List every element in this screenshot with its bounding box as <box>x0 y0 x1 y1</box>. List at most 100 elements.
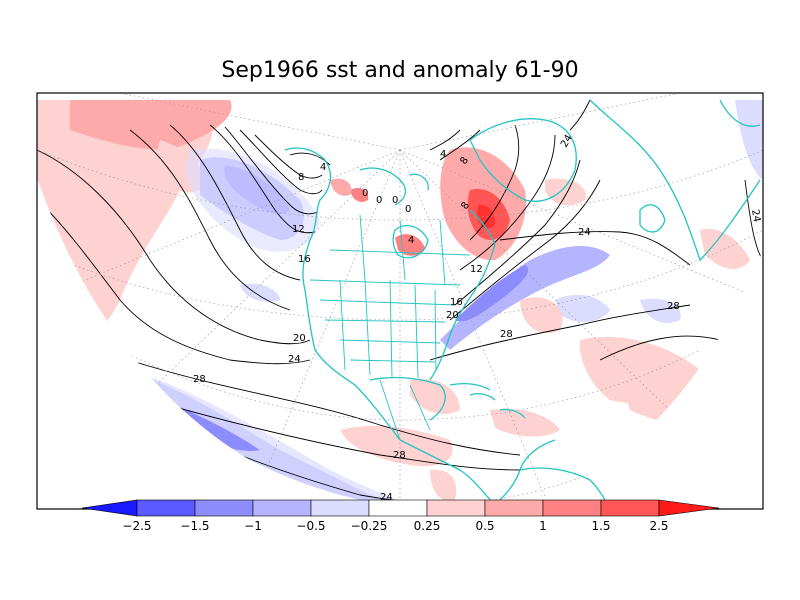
contour-label: 20 <box>446 310 459 321</box>
contour-label: 24 <box>749 209 762 223</box>
contour-atl-12 <box>459 134 556 271</box>
contour-16 <box>169 124 301 281</box>
coastlines <box>284 99 761 509</box>
contour-label: 24 <box>578 227 591 238</box>
colorbar: −2.5 −1.5 −1 −0.5 −0.25 0.25 0.5 1 1.5 2… <box>81 499 720 533</box>
coast-cuba <box>449 383 491 391</box>
colorbar-tick: −0.5 <box>296 519 325 533</box>
coast-arctic-islands-2 <box>409 173 429 191</box>
contour-euro-24 <box>569 99 591 131</box>
anomaly-pos-atlantic-north <box>545 178 586 206</box>
coast-west-canada <box>302 239 316 351</box>
coast-east-us <box>429 289 476 381</box>
colorbar-box <box>542 499 602 517</box>
colorbar-box <box>600 499 660 517</box>
contour-atl-24 <box>499 231 691 266</box>
coast-caribbean <box>469 393 496 401</box>
colorbar-tick: −1 <box>244 519 262 533</box>
contour-label: 0 <box>376 195 382 206</box>
contour-label: 24 <box>288 354 301 365</box>
colorbar-tick: 0.25 <box>414 519 441 533</box>
contour-8 <box>239 129 323 195</box>
contour-label: 16 <box>450 297 463 308</box>
colorbar-tick: 2.5 <box>649 519 668 533</box>
contour-label: 28 <box>393 450 406 461</box>
contour-28-atl-b <box>599 335 721 361</box>
contour-atl-20 <box>449 179 601 321</box>
anomaly-pos-tropics <box>340 425 453 467</box>
anomaly-pos-alaska-coast <box>330 178 352 196</box>
coast-greenland <box>469 118 577 202</box>
colorbar-tick: 1.5 <box>591 519 610 533</box>
colorbar-tick: 0.5 <box>475 519 494 533</box>
colorbar-box <box>484 499 544 517</box>
coast-caribbean-2 <box>499 408 526 419</box>
colorbar-tick: −0.25 <box>351 519 388 533</box>
contour-label: 0 <box>405 204 411 215</box>
contour-label: 4 <box>320 162 326 173</box>
coast-hudson <box>392 225 429 259</box>
anomaly-neg-epac-band-weak <box>110 365 420 509</box>
political-boundaries <box>309 214 471 441</box>
coast-europe <box>589 99 761 262</box>
contour-20 <box>37 149 311 345</box>
coast-alaska <box>284 147 332 241</box>
anomaly-pos-tropics-3 <box>430 469 457 501</box>
coast-arctic-islands <box>359 167 407 206</box>
colorbar-tick: −2.5 <box>122 519 151 533</box>
anomaly-neg-alaska-weak <box>185 148 320 252</box>
contour-label: 0 <box>362 188 368 199</box>
anomaly-pos-atlantic-mid <box>520 297 563 334</box>
colorbar-tick: −1.5 <box>180 519 209 533</box>
contour-label: 16 <box>298 254 311 265</box>
contour-label: 12 <box>292 224 305 235</box>
colorbar-box <box>252 499 312 517</box>
contour-12 <box>209 124 316 234</box>
anomaly-neg-atlantic-east <box>555 294 610 322</box>
graticule <box>37 93 763 509</box>
contour-label: 20 <box>293 333 306 344</box>
colorbar-box <box>136 499 196 517</box>
contour-label: 28 <box>193 374 206 385</box>
contour-atl-16 <box>454 159 581 306</box>
contour-atl-0 <box>429 129 461 151</box>
contour-label: 12 <box>470 264 483 275</box>
colorbar-tick: 1 <box>539 519 547 533</box>
contour-24-pacific <box>37 199 311 365</box>
contour-28-south <box>149 399 521 471</box>
contour-label: 4 <box>440 149 446 160</box>
contour-10 <box>224 126 319 215</box>
anomaly-neg-norway <box>735 100 763 180</box>
anomaly-neg-epac-west <box>240 283 280 302</box>
contour-label: 8 <box>298 172 304 183</box>
contour-atl-28 <box>429 304 691 361</box>
coast-canada-east <box>469 209 496 291</box>
colorbar-box <box>426 499 486 517</box>
anomaly-pos-greenland <box>350 188 369 202</box>
contour-atl-8 <box>469 124 520 241</box>
contour-label: 4 <box>408 235 414 246</box>
contour-labels: 4 8 12 16 20 24 28 28 28 24 24 24 0 0 0 … <box>193 133 762 503</box>
colorbar-box <box>310 499 370 517</box>
colorbar-box <box>194 499 254 517</box>
coast-uk <box>639 204 666 233</box>
contour-6 <box>254 134 323 179</box>
anomaly-pos-pacific-north <box>70 100 232 150</box>
contour-label: 24 <box>380 492 393 503</box>
colorbar-arrow-high <box>658 499 720 517</box>
contour-label: 8 <box>458 155 471 167</box>
anomaly-neg-atlantic <box>440 245 610 350</box>
coast-mexico-west <box>399 439 496 506</box>
contour-label: 28 <box>667 301 680 312</box>
coast-scandinavia <box>719 99 761 127</box>
anomaly-shading <box>37 100 763 509</box>
coast-california <box>314 349 401 441</box>
map-title: Sep1966 sst and anomaly 61-90 <box>221 58 579 83</box>
colorbar-box <box>368 499 428 517</box>
anomaly-pos-tropics-2 <box>410 379 460 415</box>
contour-label: 28 <box>500 329 513 340</box>
anomaly-neg-atlantic-far <box>640 298 681 324</box>
contour-atl-4 <box>439 129 481 161</box>
anomaly-pos-caribbean <box>490 408 560 437</box>
